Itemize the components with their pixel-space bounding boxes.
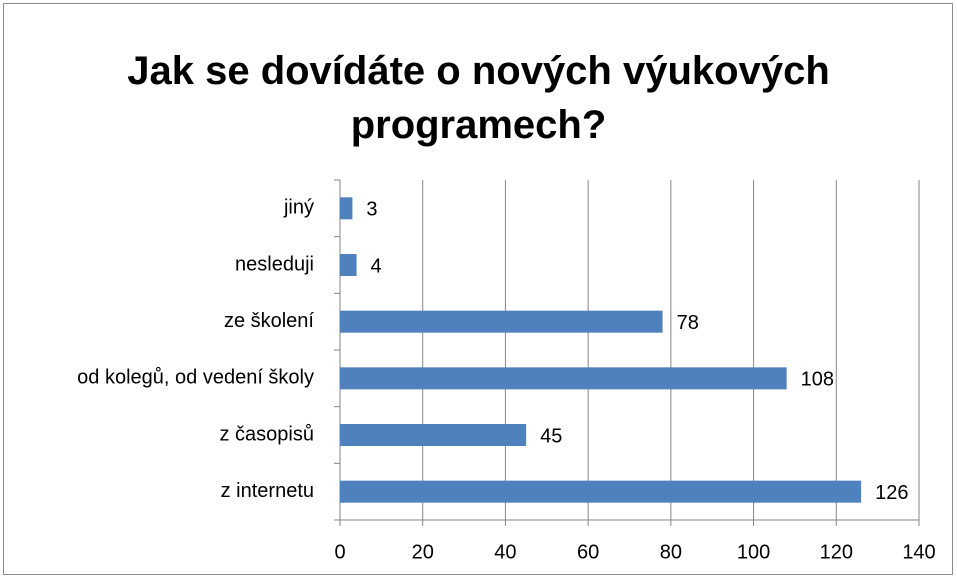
- y-tick-label: od kolegů, od vedení školy: [77, 367, 314, 389]
- y-tick-label: z časopisů: [220, 423, 315, 445]
- y-tick-label: z internetu: [221, 480, 314, 502]
- bar: [340, 367, 787, 390]
- x-tick-label: 80: [660, 541, 682, 563]
- x-tick-label: 140: [902, 541, 935, 563]
- x-tick-label: 20: [412, 541, 434, 563]
- y-tick-label: jiný: [283, 197, 314, 219]
- y-tick-label: nesleduji: [235, 253, 314, 275]
- chart-border: [3, 3, 953, 575]
- chart-title: Jak se dovídáte o nových výukových progr…: [127, 49, 830, 147]
- data-label: 3: [366, 199, 377, 221]
- bar: [340, 254, 357, 276]
- bar: [340, 424, 527, 446]
- data-label: 45: [540, 425, 562, 447]
- data-label: 4: [371, 255, 382, 277]
- data-label: 126: [875, 482, 908, 504]
- x-tick-label: 0: [334, 541, 345, 563]
- bar: [340, 197, 353, 220]
- bar: [340, 310, 663, 333]
- data-label: 108: [801, 369, 834, 391]
- data-label: 78: [677, 312, 699, 334]
- x-tick-label: 100: [737, 541, 770, 563]
- y-tick-label: ze školení: [224, 310, 314, 332]
- x-tick-label: 60: [577, 541, 599, 563]
- x-tick-label: 40: [494, 541, 516, 563]
- bar: [340, 480, 862, 503]
- x-tick-label: 120: [820, 541, 853, 563]
